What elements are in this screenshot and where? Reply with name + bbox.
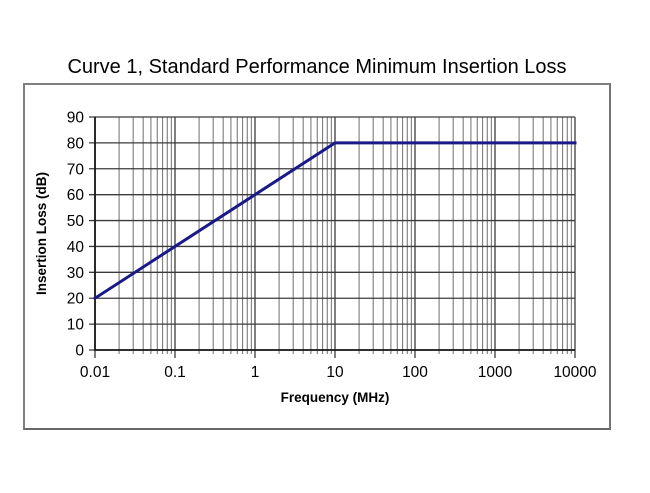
x-tick-label: 0.1 bbox=[164, 364, 186, 381]
x-tick-label: 10 bbox=[326, 364, 344, 381]
y-tick-label: 60 bbox=[67, 187, 85, 204]
chart-box: 0 10 20 30 40 50 60 70 80 90 0.01 0.1 1 10 100 1000 1000… bbox=[23, 83, 611, 430]
y-tick-label: 20 bbox=[67, 291, 85, 308]
chart-plot-svg: 0 10 20 30 40 50 60 70 80 90 0.01 0.1 1 10 100 1000 1000… bbox=[34, 110, 597, 406]
y-tick-label: 40 bbox=[67, 239, 85, 256]
y-axis-title: Insertion Loss (dB) bbox=[34, 172, 49, 295]
y-tick-label: 70 bbox=[67, 161, 85, 178]
y-tick-label: 30 bbox=[67, 265, 85, 282]
y-tick-label: 0 bbox=[75, 343, 84, 360]
x-tick-label: 10000 bbox=[553, 364, 596, 381]
data-curve bbox=[92, 141, 577, 301]
y-tick-label: 90 bbox=[67, 110, 85, 127]
x-tick-label: 0.01 bbox=[80, 364, 110, 381]
x-tick-label: 100 bbox=[402, 364, 428, 381]
y-tick-label: 80 bbox=[67, 135, 85, 152]
chart-title: Curve 1, Standard Performance Minimum In… bbox=[67, 56, 567, 78]
y-tick-label: 50 bbox=[67, 213, 85, 230]
x-tick-label: 1 bbox=[251, 364, 260, 381]
x-axis-title: Frequency (MHz) bbox=[281, 390, 390, 405]
y-tick-label: 10 bbox=[67, 317, 85, 334]
x-tick-label: 1000 bbox=[478, 364, 513, 381]
